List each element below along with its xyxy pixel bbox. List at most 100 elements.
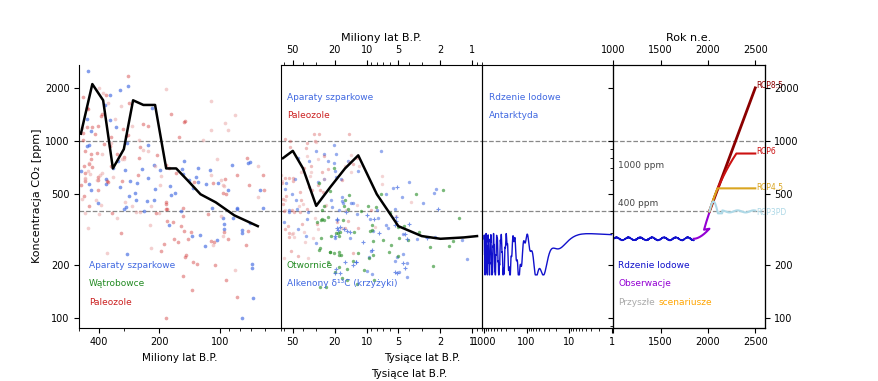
Point [216, 182, 230, 188]
Point [119, 140, 133, 146]
Point [362, 255, 376, 261]
Point [276, 200, 290, 207]
Point [311, 181, 325, 187]
Point [229, 294, 243, 300]
Point [335, 225, 349, 231]
Point [337, 197, 351, 203]
Point [387, 221, 401, 227]
Point [111, 158, 125, 165]
Point [284, 231, 299, 237]
Point [148, 186, 162, 192]
Point [342, 159, 356, 165]
Point [303, 173, 317, 179]
Point [389, 213, 403, 219]
Point [178, 254, 192, 260]
Point [147, 197, 161, 203]
Point [287, 176, 301, 182]
Point [309, 240, 323, 246]
Point [95, 170, 109, 176]
Point [364, 207, 378, 213]
Point [186, 185, 200, 191]
Point [242, 158, 256, 165]
Point [246, 295, 260, 301]
Point [301, 157, 315, 163]
Point [362, 227, 376, 234]
Point [346, 250, 360, 256]
Point [397, 264, 411, 271]
Point [200, 211, 214, 217]
Point [309, 221, 323, 227]
Point [431, 206, 445, 212]
Point [276, 195, 290, 202]
Point [75, 182, 89, 188]
Point [415, 200, 429, 207]
Point [253, 187, 267, 194]
Point [215, 190, 229, 196]
Point [313, 217, 327, 223]
Point [81, 124, 95, 130]
Point [108, 116, 122, 122]
Point [130, 172, 144, 178]
Point [203, 166, 217, 173]
Point [99, 181, 113, 187]
Point [333, 176, 347, 182]
Point [329, 174, 343, 180]
Point [365, 238, 379, 244]
Point [216, 215, 230, 221]
Point [278, 179, 292, 186]
Point [330, 217, 344, 223]
Point [300, 208, 314, 215]
Point [399, 259, 414, 266]
Point [374, 191, 388, 197]
Point [283, 138, 297, 144]
Text: RCP3PD: RCP3PD [755, 208, 786, 217]
Point [278, 197, 292, 203]
Point [277, 136, 291, 142]
Point [78, 147, 92, 154]
Point [75, 125, 89, 131]
Point [301, 255, 315, 261]
Point [365, 228, 379, 234]
Point [366, 216, 380, 222]
Point [104, 140, 118, 146]
Point [307, 215, 321, 221]
Point [340, 266, 354, 272]
Point [90, 150, 104, 156]
Point [284, 190, 299, 197]
Point [118, 154, 132, 160]
Point [293, 197, 307, 203]
Point [342, 235, 356, 241]
Point [338, 209, 352, 215]
Point [296, 201, 310, 207]
Point [97, 141, 111, 147]
Point [140, 123, 155, 129]
Point [395, 231, 409, 237]
Point [213, 213, 227, 219]
Point [176, 157, 191, 163]
Point [324, 203, 338, 210]
Point [317, 154, 331, 160]
Point [153, 182, 167, 188]
Point [331, 233, 345, 239]
Point [331, 251, 345, 258]
Point [354, 208, 368, 215]
Point [158, 206, 172, 212]
Point [83, 128, 97, 134]
Point [343, 229, 357, 235]
Point [412, 229, 426, 235]
Point [85, 124, 99, 130]
Point [241, 228, 255, 234]
Point [341, 158, 355, 165]
Point [159, 199, 173, 205]
Point [277, 219, 291, 225]
Point [177, 118, 191, 124]
Point [84, 150, 98, 157]
Point [296, 165, 310, 171]
Point [403, 199, 417, 205]
Point [356, 267, 371, 273]
Point [121, 83, 135, 89]
Point [90, 123, 104, 130]
Point [104, 163, 119, 169]
Point [299, 234, 313, 240]
Point [110, 151, 124, 157]
